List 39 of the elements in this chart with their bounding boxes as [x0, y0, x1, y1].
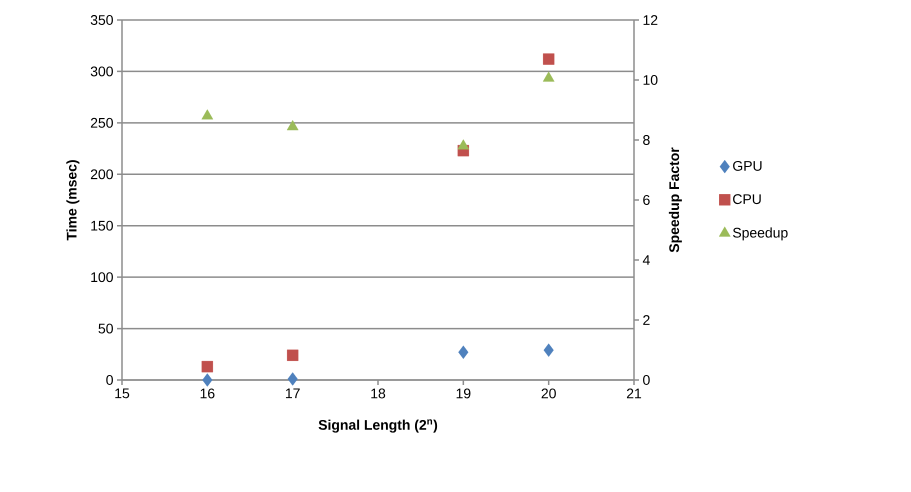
legend-label: GPU: [733, 160, 762, 171]
point: [202, 109, 214, 120]
point: [288, 372, 298, 386]
point: [458, 139, 470, 150]
y2-tick-label: 12: [644, 15, 658, 25]
point: [544, 343, 554, 357]
y-tick-label: 150: [91, 220, 113, 231]
y-tick-label: 0: [106, 375, 113, 385]
point: [202, 360, 214, 372]
x-tick-label: 19: [456, 388, 470, 398]
y2-tick-label: 4: [642, 255, 650, 265]
y2-axis-title: Speedup Factor: [668, 148, 682, 252]
x-axis-title: Signal Length (2$^{n}$): [318, 419, 438, 433]
point: [286, 120, 298, 130]
point: [458, 346, 468, 359]
y-tick-label: 300: [90, 66, 113, 76]
y-tick-label: 200: [90, 169, 113, 180]
y-axis-title: Time (msec): [66, 160, 80, 240]
x-tick-label: 17: [286, 388, 300, 398]
y2-tick-label: 0: [643, 375, 650, 385]
x-tick-label: 16: [200, 388, 214, 398]
y2-tick-label: 8: [643, 135, 650, 145]
y2-tick-label: 6: [643, 195, 650, 205]
point: [542, 71, 554, 82]
y-tick-label: 50: [98, 324, 113, 334]
legend-label: Speedup: [733, 227, 788, 240]
x-tick-label: 20: [542, 388, 556, 398]
x-tick-label: 18: [371, 388, 386, 398]
y-tick-label: 350: [90, 15, 113, 25]
x-tick-label: 15: [115, 388, 130, 398]
x-tick-label: 21: [626, 388, 642, 398]
point: [286, 350, 298, 362]
point: [202, 373, 212, 387]
point: [542, 53, 554, 65]
y2-tick-label: 2: [643, 315, 650, 325]
y-tick-label: 250: [90, 118, 113, 128]
y-tick-label: 100: [91, 272, 113, 282]
y2-tick-label: 10: [644, 75, 658, 85]
legend-label: CPU: [733, 194, 761, 204]
